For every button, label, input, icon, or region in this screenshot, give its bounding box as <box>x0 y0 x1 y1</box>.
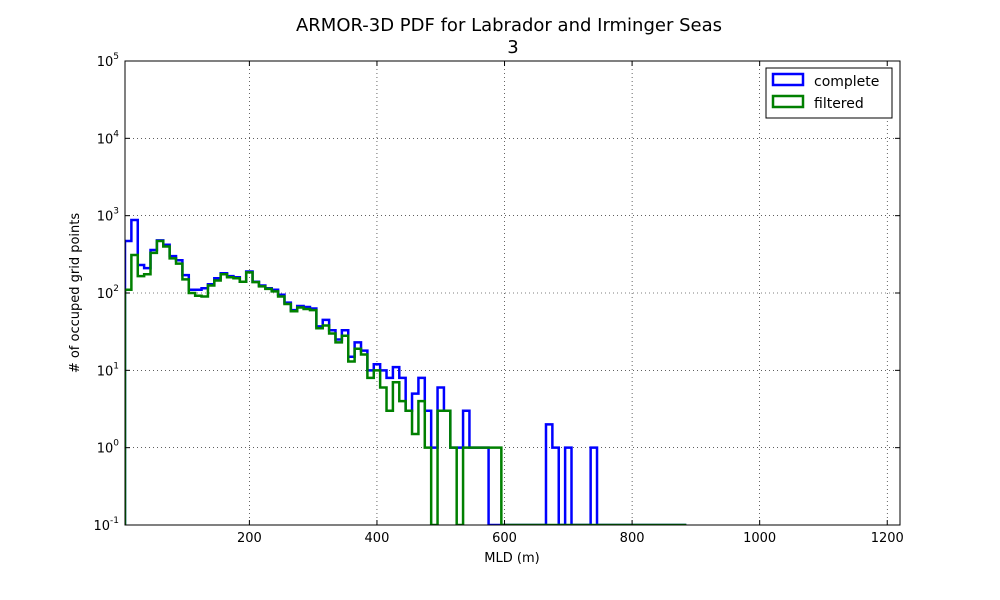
legend-box <box>765 67 893 119</box>
y-axis-label: # of occuped grid points <box>68 213 83 374</box>
grid-lines <box>125 61 900 525</box>
x-tick-label: 600 <box>492 531 517 546</box>
x-tick-label: 200 <box>237 531 262 546</box>
legend: complete filtered <box>765 67 893 119</box>
y-tick-label: 105 <box>97 52 119 70</box>
legend-swatch-complete <box>771 72 805 87</box>
x-tick-label: 1200 <box>871 531 904 546</box>
legend-label-complete: complete <box>814 74 879 90</box>
series-complete <box>125 218 687 525</box>
y-tick-label: 100 <box>97 439 120 457</box>
series-filtered <box>125 239 687 525</box>
x-tick-label: 1000 <box>743 531 776 546</box>
x-tick-label: 400 <box>365 531 390 546</box>
chart-title: ARMOR-3D PDF for Labrador and Irminger S… <box>296 15 722 36</box>
chart-subtitle: 3 <box>507 37 518 58</box>
x-tick-label: 800 <box>620 531 645 546</box>
y-tick-label: 103 <box>97 207 119 225</box>
legend-swatch-filtered <box>771 94 805 109</box>
y-tick-label: 102 <box>97 284 119 302</box>
legend-label-filtered: filtered <box>814 96 864 112</box>
y-tick-label: 104 <box>97 129 120 147</box>
axis-ticks: 200 400 600 800 1000 1200 10-1 100 101 102 103 104 1… <box>93 52 903 546</box>
x-axis-label: MLD (m) <box>484 551 539 566</box>
plot-area <box>125 218 687 525</box>
y-tick-label: 10-1 <box>93 516 119 534</box>
y-tick-label: 101 <box>97 361 119 379</box>
